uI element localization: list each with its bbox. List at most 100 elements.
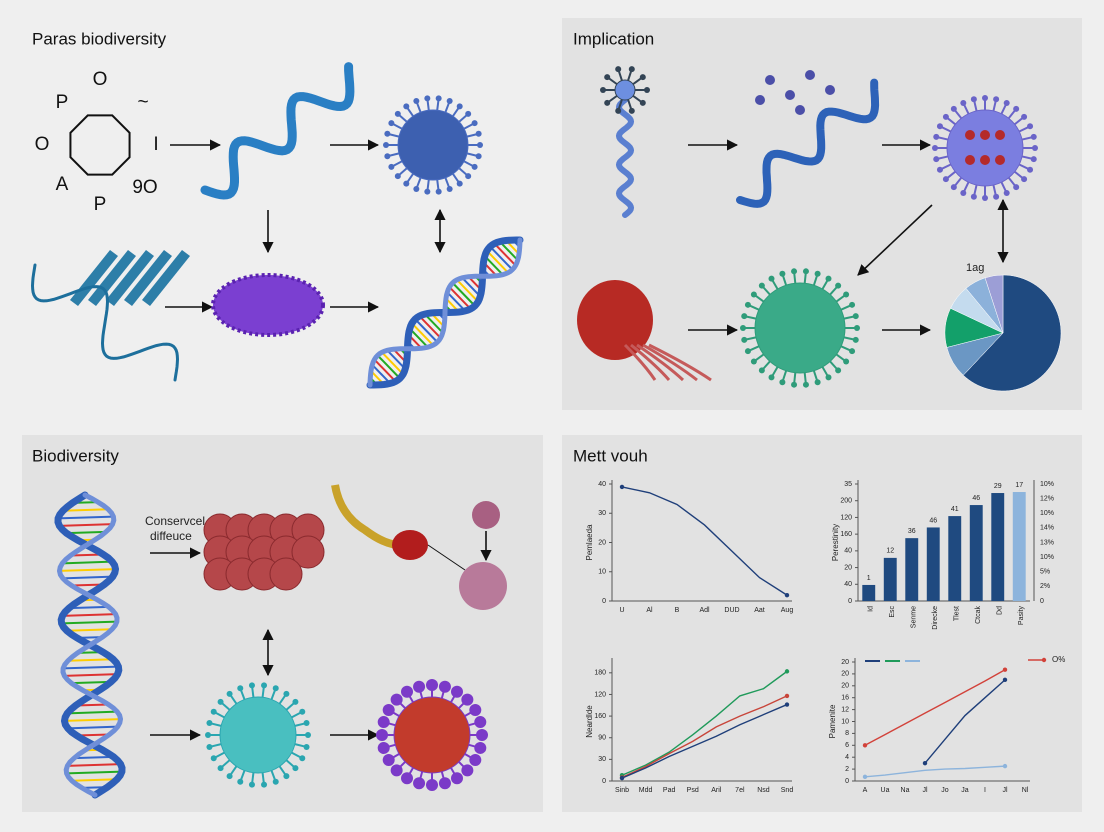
line-series xyxy=(621,670,788,776)
spike-knob xyxy=(384,130,391,137)
sphere xyxy=(472,501,500,529)
spike-knob xyxy=(1027,123,1034,130)
base-pair xyxy=(448,286,472,310)
spike-knob xyxy=(814,379,821,386)
y-tick-label: 0 xyxy=(848,598,852,605)
spike-knob xyxy=(305,732,311,738)
spike-knob xyxy=(615,66,622,73)
base-pair xyxy=(493,242,517,267)
spike-knob xyxy=(475,130,482,137)
bar xyxy=(948,516,962,601)
beta-strand xyxy=(106,250,154,306)
spike-knob xyxy=(438,777,451,790)
spike-knob xyxy=(849,301,856,308)
point xyxy=(619,775,625,781)
y2-tick-label: 14% xyxy=(1040,525,1054,532)
y-tick-label: 120 xyxy=(840,514,852,521)
spike-knob xyxy=(814,270,821,277)
base-pair xyxy=(451,282,476,307)
arrow xyxy=(857,204,933,276)
y2-tick-label: 10% xyxy=(1040,510,1054,517)
y2-tick-label: 2% xyxy=(1040,583,1050,590)
base-pair xyxy=(456,279,479,303)
spike-knob xyxy=(413,777,426,790)
bar xyxy=(969,505,983,601)
line-series xyxy=(621,486,788,596)
x-tick-label: Aug xyxy=(781,607,794,614)
tentacle xyxy=(636,343,685,382)
spike-knob xyxy=(1030,156,1037,163)
x-tick-label: Nl xyxy=(1022,787,1029,794)
x-tick-label: Nsd xyxy=(757,787,770,794)
base-pair xyxy=(499,240,519,261)
spike-knob xyxy=(217,698,224,705)
spike-knob xyxy=(779,379,786,386)
base-pair xyxy=(461,277,481,298)
base-pair xyxy=(62,508,109,512)
spike-knob xyxy=(744,301,751,308)
y-tick-label: 20 xyxy=(598,539,606,546)
x-tick-label: Direcke xyxy=(932,606,939,630)
spike-knob xyxy=(426,679,438,691)
tentacle xyxy=(630,343,671,381)
spike-knob xyxy=(206,720,213,727)
spike-knob xyxy=(933,156,940,163)
y-tick-label: 0 xyxy=(845,778,849,785)
spike-knob xyxy=(451,772,463,785)
spike-knob xyxy=(932,145,938,151)
spike-knob xyxy=(639,99,646,106)
y-tick-label: 20 xyxy=(841,671,849,678)
spike-knob xyxy=(1027,166,1034,173)
base-pair xyxy=(424,313,444,334)
spike-knob xyxy=(205,732,211,738)
x-tick-label: A xyxy=(863,787,868,794)
spike-knob xyxy=(741,336,748,343)
atom-label: P xyxy=(94,194,107,215)
spike-knob xyxy=(377,716,390,729)
spot xyxy=(980,130,990,140)
spike-knob xyxy=(292,698,299,705)
y-tick-label: 35 xyxy=(844,481,852,488)
spike-knob xyxy=(1030,133,1037,140)
panel-title: Mett vouh xyxy=(573,446,648,465)
spike-knob xyxy=(768,275,775,282)
atom-label: P xyxy=(56,92,69,113)
spike-knob xyxy=(261,781,268,788)
panel-title: Implication xyxy=(573,29,654,48)
base-pair xyxy=(59,568,116,572)
spike-knob xyxy=(933,133,940,140)
annotation: Conservcel xyxy=(145,514,205,528)
annotation: diffeuce xyxy=(150,529,192,543)
y-tick-label: 16 xyxy=(841,695,849,702)
spike-knob xyxy=(226,773,233,780)
x-tick-label: DUD xyxy=(724,607,739,614)
y2-tick-label: 10% xyxy=(1040,481,1054,488)
spike-knob xyxy=(628,107,635,114)
spike-knob xyxy=(843,358,850,365)
cell xyxy=(392,530,428,560)
y-tick-label: 30 xyxy=(598,510,606,517)
spike-knob xyxy=(1032,145,1038,151)
spike-knob xyxy=(210,708,217,715)
bar-label: 29 xyxy=(994,483,1002,490)
helix xyxy=(367,237,523,388)
spike-knob xyxy=(960,99,967,106)
point xyxy=(619,484,625,490)
spike-knob xyxy=(475,153,482,160)
spike-knob xyxy=(1013,184,1020,191)
spike-knob xyxy=(744,348,751,355)
protein-blob xyxy=(291,535,325,569)
base-pair xyxy=(411,322,434,346)
spike-knob xyxy=(303,720,310,727)
spike-knob xyxy=(854,325,860,331)
sphere xyxy=(459,562,507,610)
x-tick-label: Esc xyxy=(889,606,896,618)
base-pair xyxy=(67,763,121,767)
point xyxy=(784,693,790,699)
x-tick-label: Jo xyxy=(941,787,949,794)
pie-label: 1ag xyxy=(966,262,984,274)
y-tick-label: 40 xyxy=(598,481,606,488)
x-tick-label: Tlest xyxy=(954,606,961,621)
virus-body xyxy=(614,79,636,101)
